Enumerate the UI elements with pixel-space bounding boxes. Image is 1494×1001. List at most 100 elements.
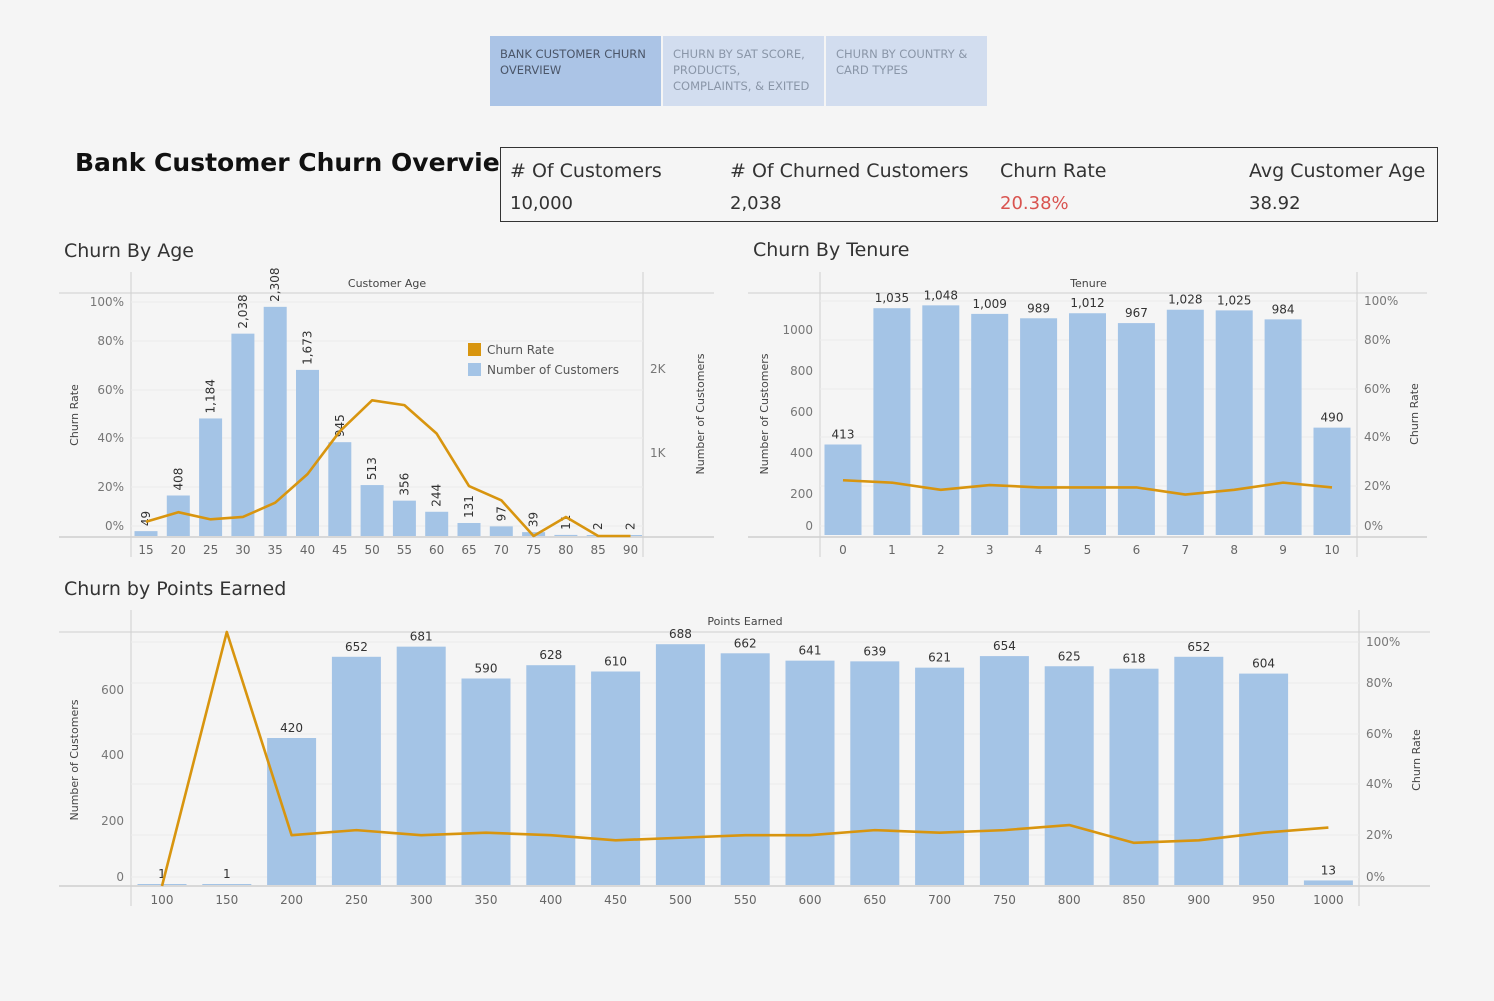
y-right-axis-title: Number of Customers <box>694 353 707 474</box>
x-tick-label: 750 <box>993 893 1016 907</box>
bar <box>1069 313 1106 535</box>
bar <box>199 418 223 536</box>
bar <box>915 667 965 885</box>
kpi-churned-customers: # Of Churned Customers 2,038 <box>730 160 969 214</box>
y-left-tick-label: 100% <box>90 295 124 309</box>
x-axis-title: Tenure <box>1069 277 1107 290</box>
y-left-axis-title: Number of Customers <box>758 353 771 474</box>
kpi-panel: # Of Customers 10,000 # Of Churned Custo… <box>500 147 1438 222</box>
bar-value-label: 604 <box>1252 657 1275 671</box>
dashboard-tabs: BANK CUSTOMER CHURN OVERVIEW CHURN BY SA… <box>490 36 989 106</box>
y-left-tick-label: 400 <box>790 446 813 460</box>
y-left-tick-label: 80% <box>97 334 124 348</box>
bar-value-label: 1,009 <box>973 297 1007 311</box>
y-left-tick-label: 400 <box>101 748 124 762</box>
x-tick-label: 800 <box>1058 893 1081 907</box>
bar <box>461 678 511 885</box>
x-tick-label: 950 <box>1252 893 1275 907</box>
kpi-churn-rate: Churn Rate 20.38% <box>1000 160 1106 214</box>
x-tick-label: 7 <box>1181 543 1189 557</box>
bar-value-label: 590 <box>475 662 498 676</box>
y-left-tick-label: 0 <box>116 870 124 884</box>
churn-rate-line <box>145 399 631 538</box>
bar-value-label: 2 <box>591 522 605 530</box>
x-tick-label: 1000 <box>1313 893 1344 907</box>
kpi-value: 38.92 <box>1249 193 1301 214</box>
y-left-tick-label: 200 <box>101 814 124 828</box>
bar-value-label: 652 <box>1187 640 1210 654</box>
bar-value-label: 984 <box>1272 302 1295 316</box>
x-tick-label: 45 <box>332 543 347 557</box>
tab-churn-country-card[interactable]: CHURN BY COUNTRY & CARD TYPES <box>826 36 987 106</box>
x-tick-label: 150 <box>215 893 238 907</box>
bar-value-label: 1 <box>223 867 231 881</box>
bar <box>166 495 190 536</box>
x-tick-label: 300 <box>410 893 433 907</box>
y-right-axis-title: Churn Rate <box>1410 729 1423 791</box>
y-left-tick-label: 800 <box>790 364 813 378</box>
kpi-label: Churn Rate <box>1000 160 1107 182</box>
bar-value-label: 681 <box>410 630 433 644</box>
x-tick-label: 550 <box>734 893 757 907</box>
tab-churn-sat-score[interactable]: CHURN BY SAT SCORE, PRODUCTS, COMPLAINTS… <box>663 36 824 106</box>
bar-value-label: 639 <box>863 644 886 658</box>
bar <box>489 526 513 536</box>
bar-value-label: 1 <box>158 867 166 881</box>
x-tick-label: 50 <box>364 543 379 557</box>
x-tick-label: 40 <box>300 543 315 557</box>
bar <box>331 656 381 885</box>
y-right-tick-label: 20% <box>1364 479 1391 493</box>
y-right-tick-label: 20% <box>1366 828 1393 842</box>
bar <box>202 884 252 885</box>
y-left-axis-title: Number of Customers <box>68 699 81 820</box>
y-left-tick-label: 600 <box>101 683 124 697</box>
points-chart-title: Churn by Points Earned <box>64 578 287 600</box>
legend-swatch-customers <box>468 363 481 376</box>
x-tick-label: 350 <box>475 893 498 907</box>
x-tick-label: 55 <box>397 543 412 557</box>
x-tick-label: 60 <box>429 543 444 557</box>
bar-value-label: 989 <box>1027 301 1050 315</box>
kpi-label: # Of Customers <box>510 160 662 182</box>
bar <box>1303 880 1353 885</box>
x-tick-label: 100 <box>151 893 174 907</box>
bar <box>591 671 641 885</box>
y-left-tick-label: 0% <box>105 519 124 533</box>
bar-value-label: 628 <box>539 648 562 662</box>
x-tick-label: 25 <box>203 543 218 557</box>
bar <box>328 442 352 536</box>
bar <box>1264 319 1302 535</box>
x-tick-label: 70 <box>494 543 509 557</box>
x-tick-label: 10 <box>1324 543 1339 557</box>
tab-churn-overview[interactable]: BANK CUSTOMER CHURN OVERVIEW <box>490 36 661 106</box>
x-tick-label: 0 <box>839 543 847 557</box>
x-tick-label: 700 <box>928 893 951 907</box>
y-left-tick-label: 60% <box>97 383 124 397</box>
bar-value-label: 618 <box>1123 652 1146 666</box>
bar <box>396 646 446 885</box>
y-right-tick-label: 0% <box>1366 870 1385 884</box>
bar-value-label: 1,048 <box>924 288 958 302</box>
bar <box>785 660 835 885</box>
bar-value-label: 625 <box>1058 649 1081 663</box>
age-chart-title: Churn By Age <box>64 240 194 262</box>
bar <box>425 511 449 536</box>
y-right-tick-label: 60% <box>1366 727 1393 741</box>
bar-value-label: 49 <box>139 511 153 526</box>
y-right-tick-label: 40% <box>1366 777 1393 791</box>
x-tick-label: 20 <box>171 543 186 557</box>
x-tick-label: 30 <box>235 543 250 557</box>
bar-value-label: 641 <box>799 644 822 658</box>
bar <box>1166 309 1204 535</box>
bar-value-label: 1,035 <box>875 291 909 305</box>
bar-value-label: 1,025 <box>1217 293 1251 307</box>
bar <box>296 369 319 536</box>
bar-value-label: 131 <box>462 495 476 518</box>
y-right-tick-label: 80% <box>1366 676 1393 690</box>
kpi-label: Avg Customer Age <box>1249 160 1426 182</box>
bar-value-label: 1,012 <box>1070 296 1104 310</box>
bar-value-label: 244 <box>430 484 444 507</box>
x-tick-label: 35 <box>268 543 283 557</box>
y-left-axis-title: Churn Rate <box>68 384 81 446</box>
bar <box>1117 323 1155 535</box>
